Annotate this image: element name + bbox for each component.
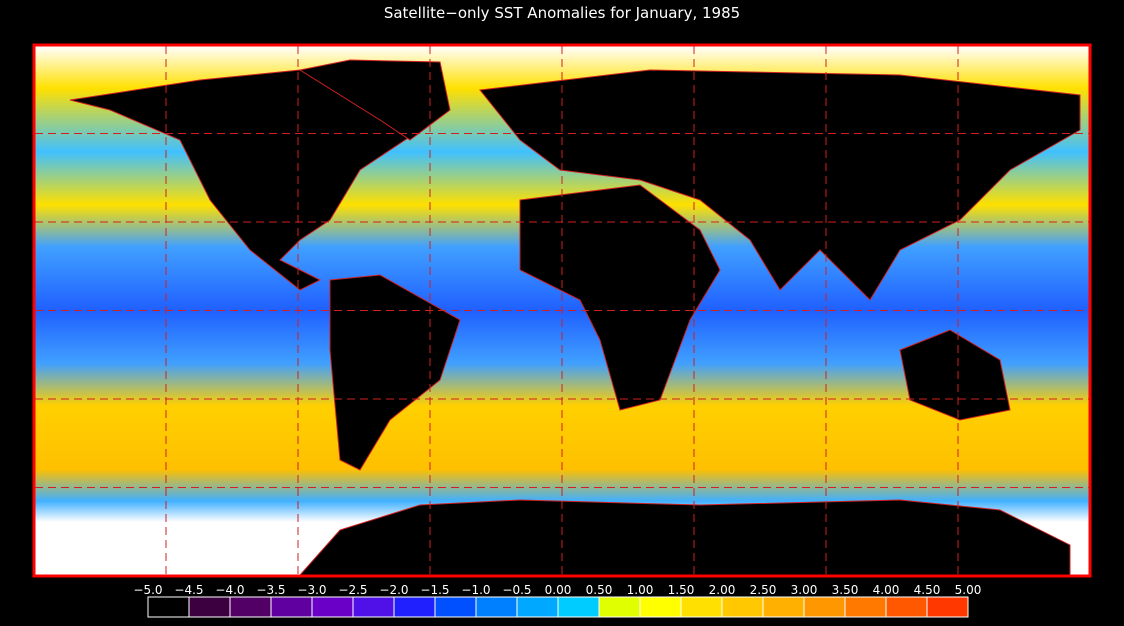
colorbar-segment [271,597,312,617]
colorbar-segment [148,597,189,617]
colorbar-segment [599,597,640,617]
colorbar-tick-label: 0.00 [545,583,572,597]
colorbar-tick-label: −3.0 [297,583,326,597]
colorbar-segment [394,597,435,617]
colorbar-segment [476,597,517,617]
colorbar-segment [681,597,722,617]
colorbar-tick-label: −4.0 [215,583,244,597]
colorbar-tick-label: 0.50 [586,583,613,597]
colorbar-tick-label: 3.00 [791,583,818,597]
colorbar-tick-label: −4.5 [174,583,203,597]
colorbar-segment [189,597,230,617]
colorbar-segment [558,597,599,617]
colorbar-tick-label: 2.50 [750,583,777,597]
map-frame [32,43,1092,578]
colorbar-tick-label: −5.0 [133,583,162,597]
colorbar-tick-label: −2.0 [379,583,408,597]
colorbar-tick-label: −1.5 [420,583,449,597]
colorbar-tick-label: 1.00 [627,583,654,597]
map [32,43,1092,578]
colorbar-tick-label: 5.00 [955,583,982,597]
colorbar-tick-label: −1.0 [461,583,490,597]
colorbar-segment [312,597,353,617]
colorbar: −5.0 −4.5 −4.0 −3.5 −3.0 −2.5 −2.0 −1.5 −1.0 −0.5… [133,583,982,618]
colorbar-tick-label: −3.5 [256,583,285,597]
graticule [35,46,1089,575]
colorbar-tick-label: −2.5 [338,583,367,597]
colorbar-segment [763,597,804,617]
colorbar-segment [886,597,927,617]
colorbar-segment [804,597,845,617]
colorbar-segment [230,597,271,617]
map-title: Satellite−only SST Anomalies for January… [384,4,740,22]
colorbar-segment [435,597,476,617]
colorbar-segment [927,597,968,617]
colorbar-tick-label: 4.00 [873,583,900,597]
colorbar-tick-label: 3.50 [832,583,859,597]
colorbar-tick-label: −0.5 [502,583,531,597]
colorbar-segment [517,597,558,617]
colorbar-tick-label: 1.50 [668,583,695,597]
colorbar-tick-label: 2.00 [709,583,736,597]
colorbar-tick-label: 4.50 [914,583,941,597]
colorbar-segment [845,597,886,617]
land [69,59,1081,576]
colorbar-segment [722,597,763,617]
colorbar-segment [353,597,394,617]
colorbar-segment [640,597,681,617]
